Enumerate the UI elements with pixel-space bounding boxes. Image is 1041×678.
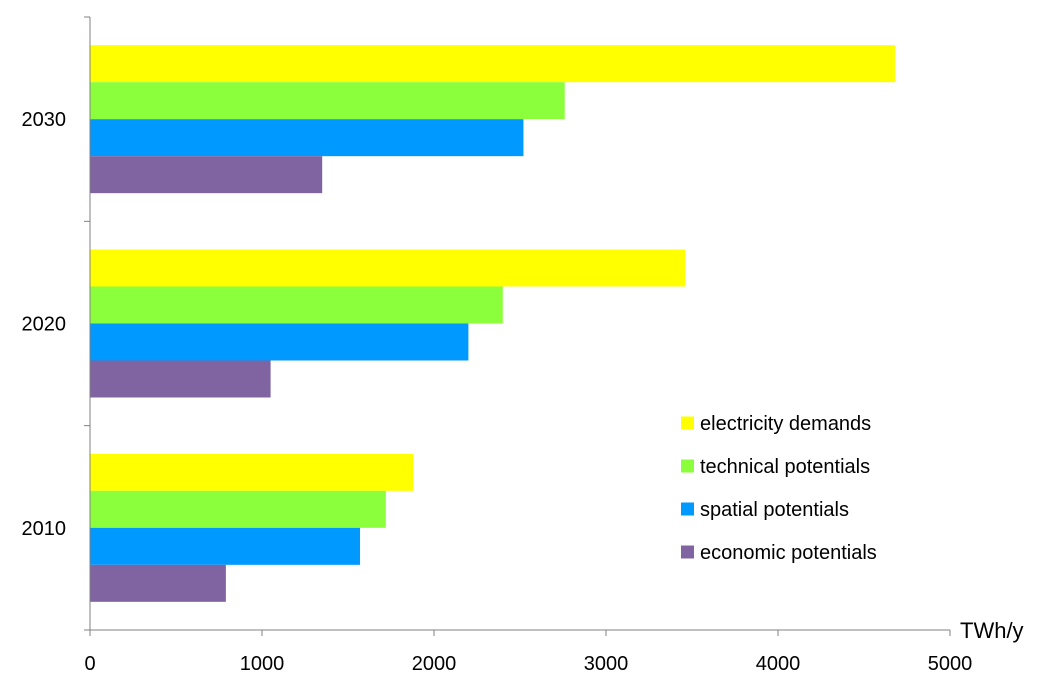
x-tick-label: 4000 bbox=[756, 653, 801, 675]
x-tick-label: 0 bbox=[84, 653, 95, 675]
bar-2020-economic-potentials bbox=[90, 360, 271, 398]
bar-2030-spatial-potentials bbox=[90, 119, 524, 157]
y-ticks-group: 2010 2020 2030 bbox=[22, 16, 90, 631]
x-axis-unit-label: TWh/y bbox=[960, 618, 1024, 643]
legend-label: economic potentials bbox=[700, 542, 877, 564]
x-tick-label: 3000 bbox=[584, 653, 629, 675]
legend-swatch bbox=[681, 545, 694, 559]
legend-label: electricity demands bbox=[700, 413, 871, 435]
x-ticks-group: 0 1000 2000 3000 4000 5000 bbox=[84, 630, 972, 675]
bar-2030-technical-potentials bbox=[90, 82, 565, 120]
bar-2010-spatial-potentials bbox=[90, 527, 361, 565]
bar-2020-technical-potentials bbox=[90, 286, 503, 324]
legend-swatch bbox=[681, 502, 694, 516]
legend-label: technical potentials bbox=[700, 456, 870, 478]
x-tick-label: 1000 bbox=[240, 653, 285, 675]
bar-2010-electricity-demands bbox=[90, 453, 414, 491]
bar-2030-economic-potentials bbox=[90, 156, 323, 194]
y-tick-label: 2010 bbox=[22, 518, 67, 540]
bar-2010-economic-potentials bbox=[90, 564, 226, 602]
bar-2010-technical-potentials bbox=[90, 490, 386, 528]
legend: electricity demands technical potentials s… bbox=[681, 413, 877, 564]
bar-2030-electricity-demands bbox=[90, 45, 895, 83]
legend-label: spatial potentials bbox=[700, 499, 849, 521]
bar-2020-spatial-potentials bbox=[90, 323, 469, 361]
y-tick-label: 2020 bbox=[22, 314, 67, 336]
y-tick-label: 2030 bbox=[22, 109, 67, 131]
x-tick-label: 5000 bbox=[928, 653, 973, 675]
bars-group bbox=[90, 45, 895, 602]
legend-swatch bbox=[681, 459, 694, 473]
bar-2020-electricity-demands bbox=[90, 249, 686, 287]
x-tick-label: 2000 bbox=[412, 653, 457, 675]
legend-swatch bbox=[681, 416, 694, 430]
